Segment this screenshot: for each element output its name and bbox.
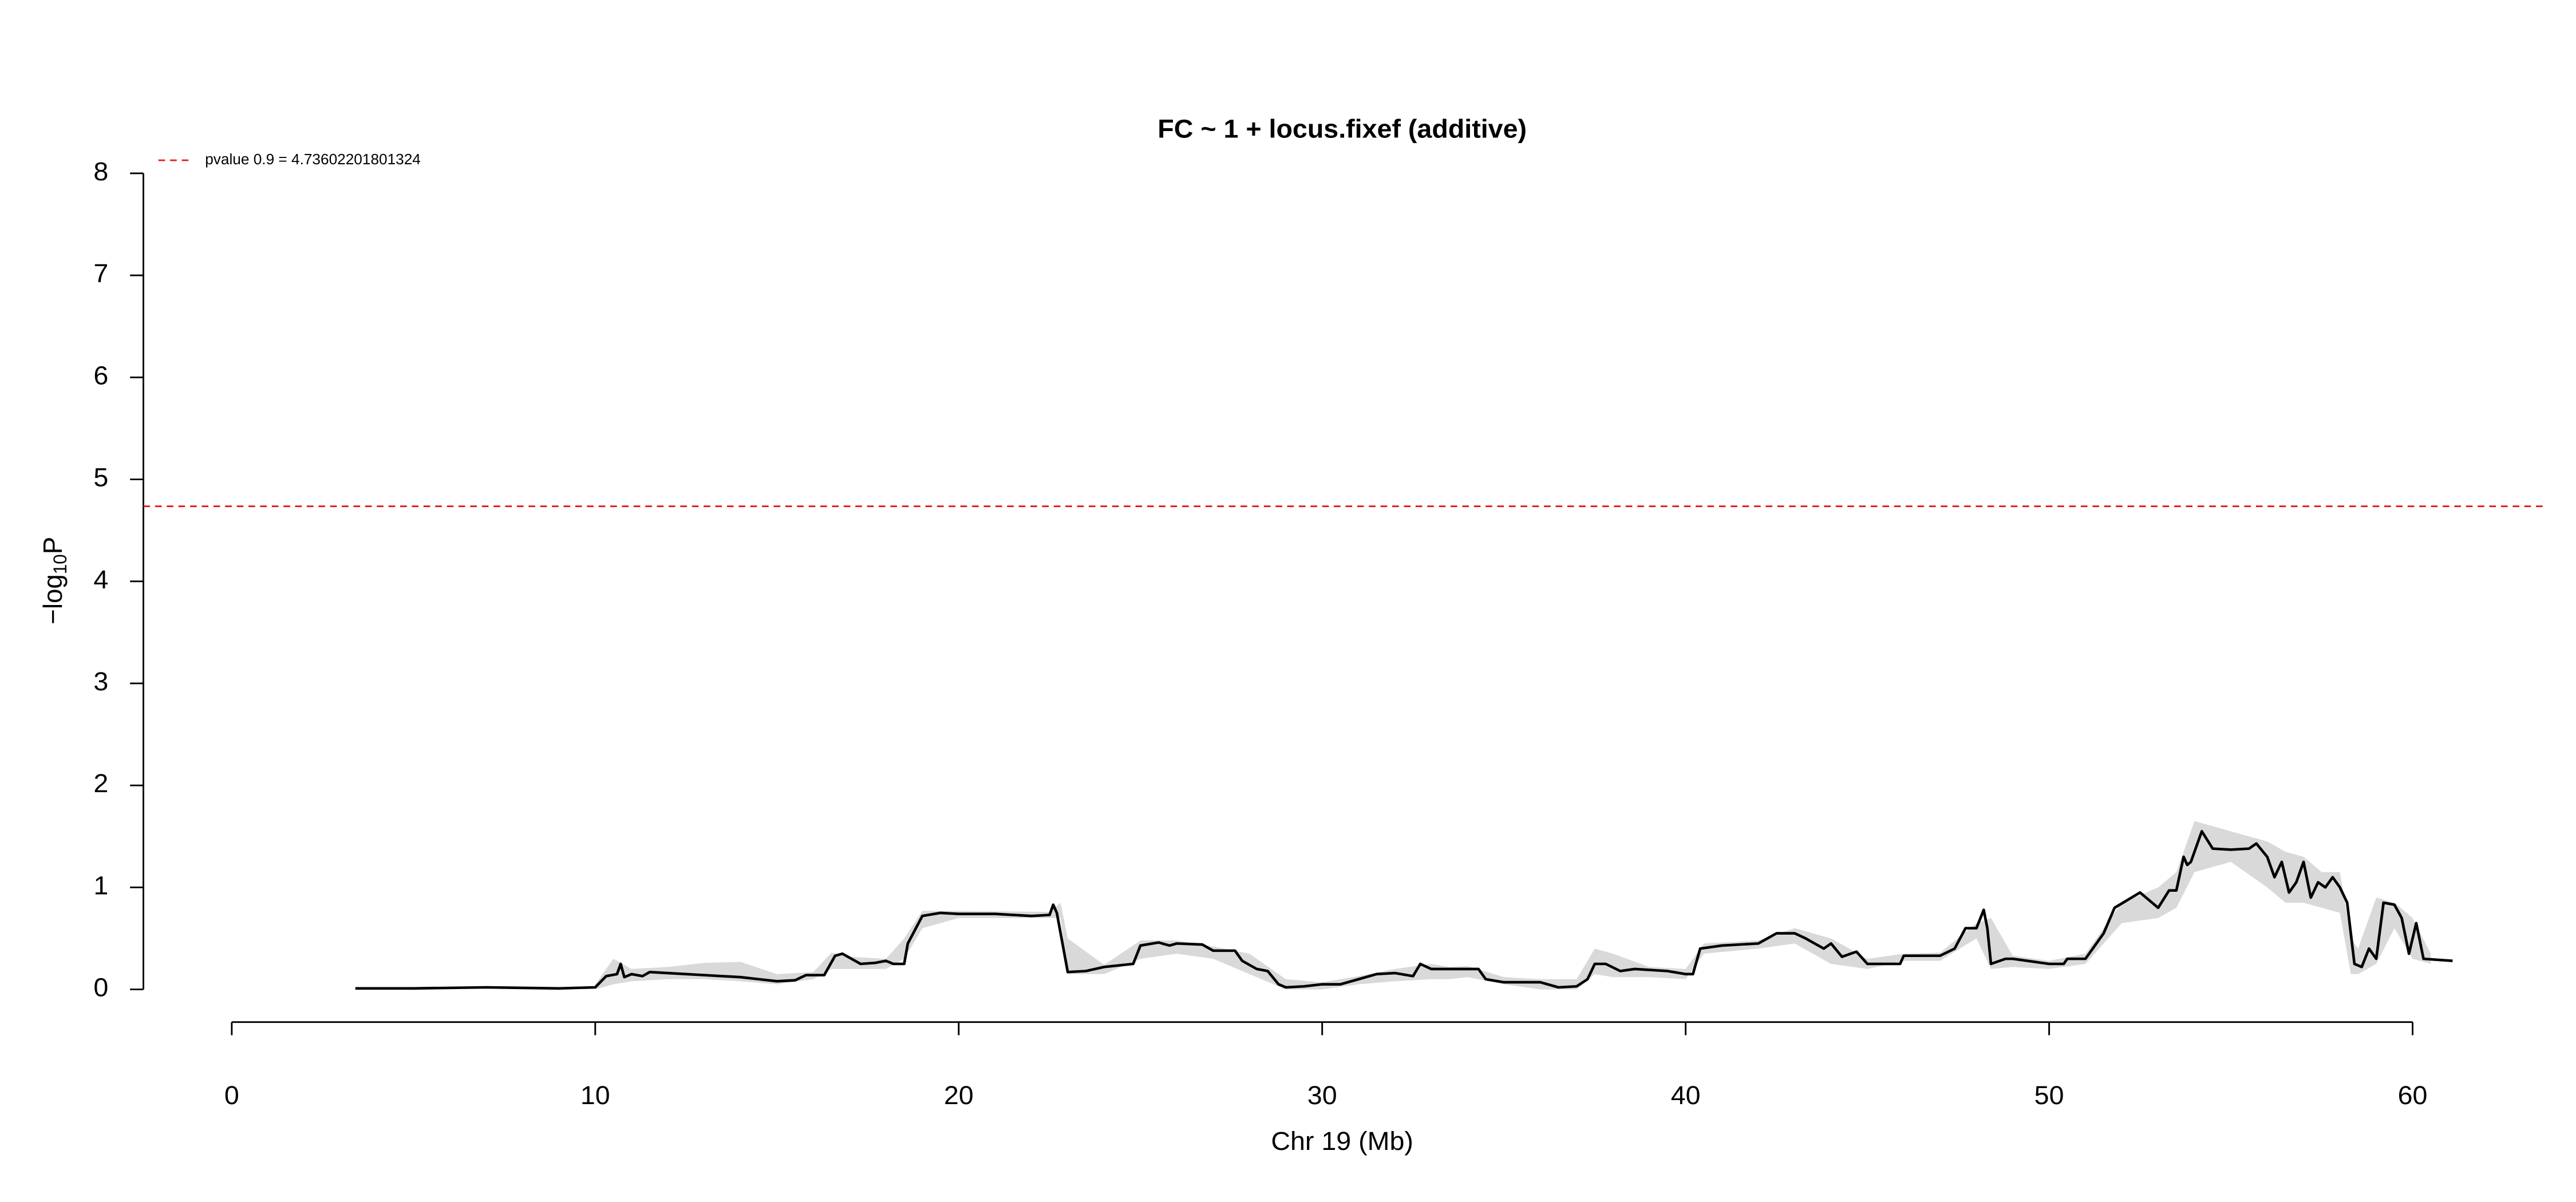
x-tick-label: 30 xyxy=(1307,1081,1337,1110)
confidence-band xyxy=(595,821,2431,990)
y-label-subscript: 10 xyxy=(50,554,70,574)
chart-title: FC ~ 1 + locus.fixef (additive) xyxy=(1157,114,1527,143)
legend-label: pvalue 0.9 = 4.73602201801324 xyxy=(205,151,421,168)
y-tick-label: 8 xyxy=(93,156,108,185)
y-tick-label: 6 xyxy=(93,361,108,390)
x-tick-label: 0 xyxy=(224,1081,239,1110)
x-axis-label: Chr 19 (Mb) xyxy=(1271,1126,1413,1156)
y-label-after: P xyxy=(38,537,68,554)
y-tick-label: 2 xyxy=(93,769,108,798)
x-tick-label: 60 xyxy=(2398,1081,2428,1110)
y-label-text: −log xyxy=(38,574,68,624)
y-tick-label: 0 xyxy=(93,972,108,1002)
x-tick-label: 40 xyxy=(1671,1081,1701,1110)
x-tick-label: 10 xyxy=(580,1081,610,1110)
y-tick-label: 3 xyxy=(93,666,108,695)
y-axis-label: −log10P xyxy=(38,537,70,624)
y-tick-label: 7 xyxy=(93,259,108,288)
series-line xyxy=(355,830,2453,990)
x-tick-label: 50 xyxy=(2034,1081,2064,1110)
y-tick-label: 4 xyxy=(93,564,108,594)
y-tick-label: 5 xyxy=(93,462,108,492)
y-tick-label: 1 xyxy=(93,871,108,900)
x-tick-label: 20 xyxy=(944,1081,974,1110)
